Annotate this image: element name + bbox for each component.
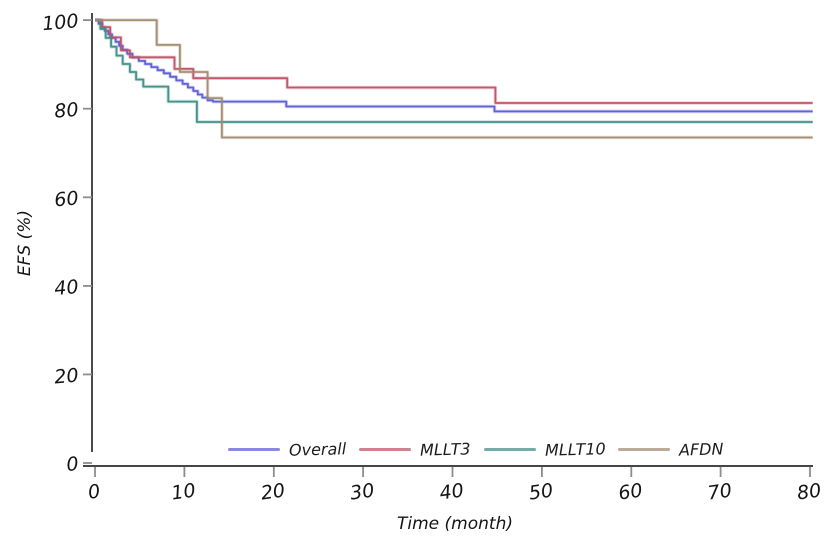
- x-axis-title: Time (month): [397, 514, 513, 534]
- legend-label: MLLT10: [544, 438, 606, 460]
- legend-item-afdn: AFDN: [618, 438, 725, 460]
- x-tick-label: 10: [170, 479, 197, 504]
- y-tick-label: 40: [53, 276, 79, 300]
- survival-curves: [95, 18, 813, 140]
- curve-mllt3: [95, 19, 813, 104]
- legend-item-overall: Overall: [228, 438, 347, 460]
- y-tick-label: 60: [53, 187, 79, 211]
- legend-line-swatch-overall: [228, 447, 280, 451]
- legend: Overall MLLT3 MLLT10 AFDN: [228, 438, 724, 460]
- y-tick-label: 20: [53, 364, 79, 388]
- x-tick-label: 60: [617, 479, 644, 504]
- legend-label: MLLT3: [419, 438, 471, 460]
- legend-line-swatch-mllt3: [359, 447, 412, 451]
- legend-label: Overall: [288, 438, 347, 460]
- legend-item-mllt10: MLLT10: [483, 438, 606, 460]
- x-tick-label: 80: [796, 479, 823, 504]
- y-tick-label: 100: [41, 10, 79, 35]
- y-tick-label: 0: [65, 453, 79, 476]
- y-axis-title: EFS (%): [15, 210, 35, 276]
- curve-halo-mllt3: [95, 18, 813, 105]
- x-tick-label: 0: [87, 480, 102, 503]
- y-tick-label: 80: [53, 99, 79, 123]
- curve-overall: [95, 19, 813, 113]
- x-tick-label: 20: [259, 479, 286, 504]
- curve-afdn: [95, 19, 813, 139]
- legend-line-swatch-afdn: [618, 447, 671, 451]
- x-tick-label: 30: [349, 479, 376, 504]
- legend-line-swatch-mllt10: [483, 447, 536, 451]
- legend-label: AFDN: [679, 438, 725, 460]
- axes: 0 20 40 60 80 100 0 10 20 30 40 50 60 70 80: [41, 10, 822, 504]
- x-tick-label: 70: [706, 479, 733, 504]
- legend-item-mllt3: MLLT3: [359, 438, 471, 460]
- x-tick-label: 40: [438, 479, 465, 504]
- x-tick-label: 50: [528, 479, 555, 504]
- curve-mllt10: [95, 19, 813, 123]
